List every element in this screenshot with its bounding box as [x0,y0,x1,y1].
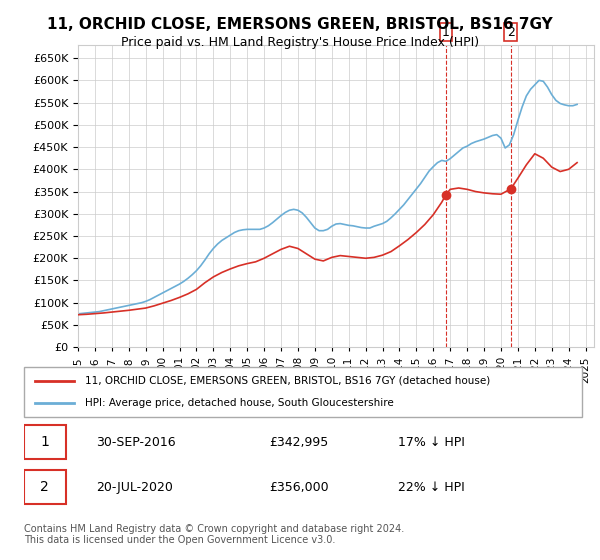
Text: 11, ORCHID CLOSE, EMERSONS GREEN, BRISTOL, BS16 7GY (detached house): 11, ORCHID CLOSE, EMERSONS GREEN, BRISTO… [85,376,491,386]
Text: 1: 1 [442,26,450,39]
Text: HPI: Average price, detached house, South Gloucestershire: HPI: Average price, detached house, Sout… [85,398,394,408]
Text: 11, ORCHID CLOSE, EMERSONS GREEN, BRISTOL, BS16 7GY: 11, ORCHID CLOSE, EMERSONS GREEN, BRISTO… [47,17,553,32]
Text: Price paid vs. HM Land Registry's House Price Index (HPI): Price paid vs. HM Land Registry's House … [121,36,479,49]
Text: £342,995: £342,995 [269,436,329,449]
Text: 20-JUL-2020: 20-JUL-2020 [97,480,173,494]
Text: 2: 2 [507,26,515,39]
Text: 1: 1 [40,436,49,449]
Text: Contains HM Land Registry data © Crown copyright and database right 2024.
This d: Contains HM Land Registry data © Crown c… [24,524,404,545]
Text: 30-SEP-2016: 30-SEP-2016 [97,436,176,449]
Text: 2: 2 [40,480,49,494]
FancyBboxPatch shape [24,470,66,504]
FancyBboxPatch shape [24,426,66,459]
Text: £356,000: £356,000 [269,480,329,494]
Text: 17% ↓ HPI: 17% ↓ HPI [398,436,465,449]
Text: 22% ↓ HPI: 22% ↓ HPI [398,480,464,494]
FancyBboxPatch shape [24,367,582,417]
